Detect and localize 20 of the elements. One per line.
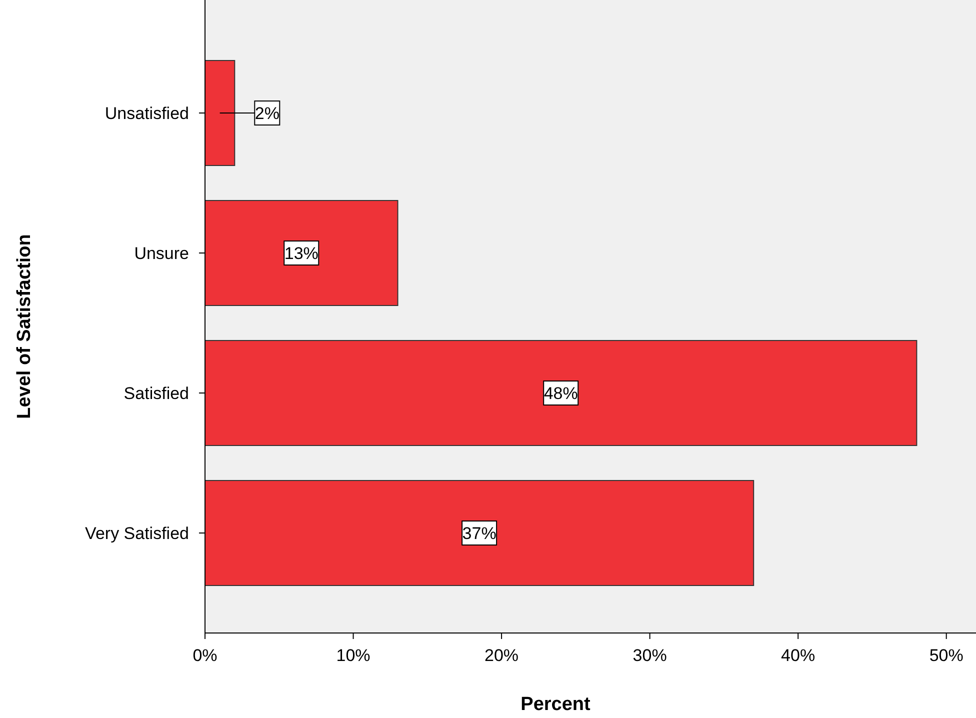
x-axis-title: Percent (520, 694, 592, 715)
y-tick-label: Satisfied (124, 384, 189, 403)
x-tick-label: 40% (781, 646, 816, 665)
x-tick-label: 20% (484, 646, 519, 665)
y-tick-label: Very Satisfied (85, 524, 189, 543)
y-tick-label: Unsatisfied (104, 104, 189, 123)
x-tick-label: 30% (632, 646, 667, 665)
x-tick-label: 50% (929, 646, 964, 665)
data-label: 13% (284, 244, 318, 263)
data-label: 2% (254, 104, 280, 123)
bar (204, 480, 754, 586)
bar (204, 340, 918, 446)
x-tick-label: 0% (192, 646, 218, 665)
data-label: 37% (462, 524, 496, 543)
bar (204, 60, 236, 166)
x-tick-label: 10% (336, 646, 370, 665)
y-tick-label: Unsure (134, 244, 189, 263)
data-label: 48% (544, 384, 578, 403)
y-axis-title: Level of Satisfaction (14, 234, 35, 419)
bar (204, 200, 398, 306)
